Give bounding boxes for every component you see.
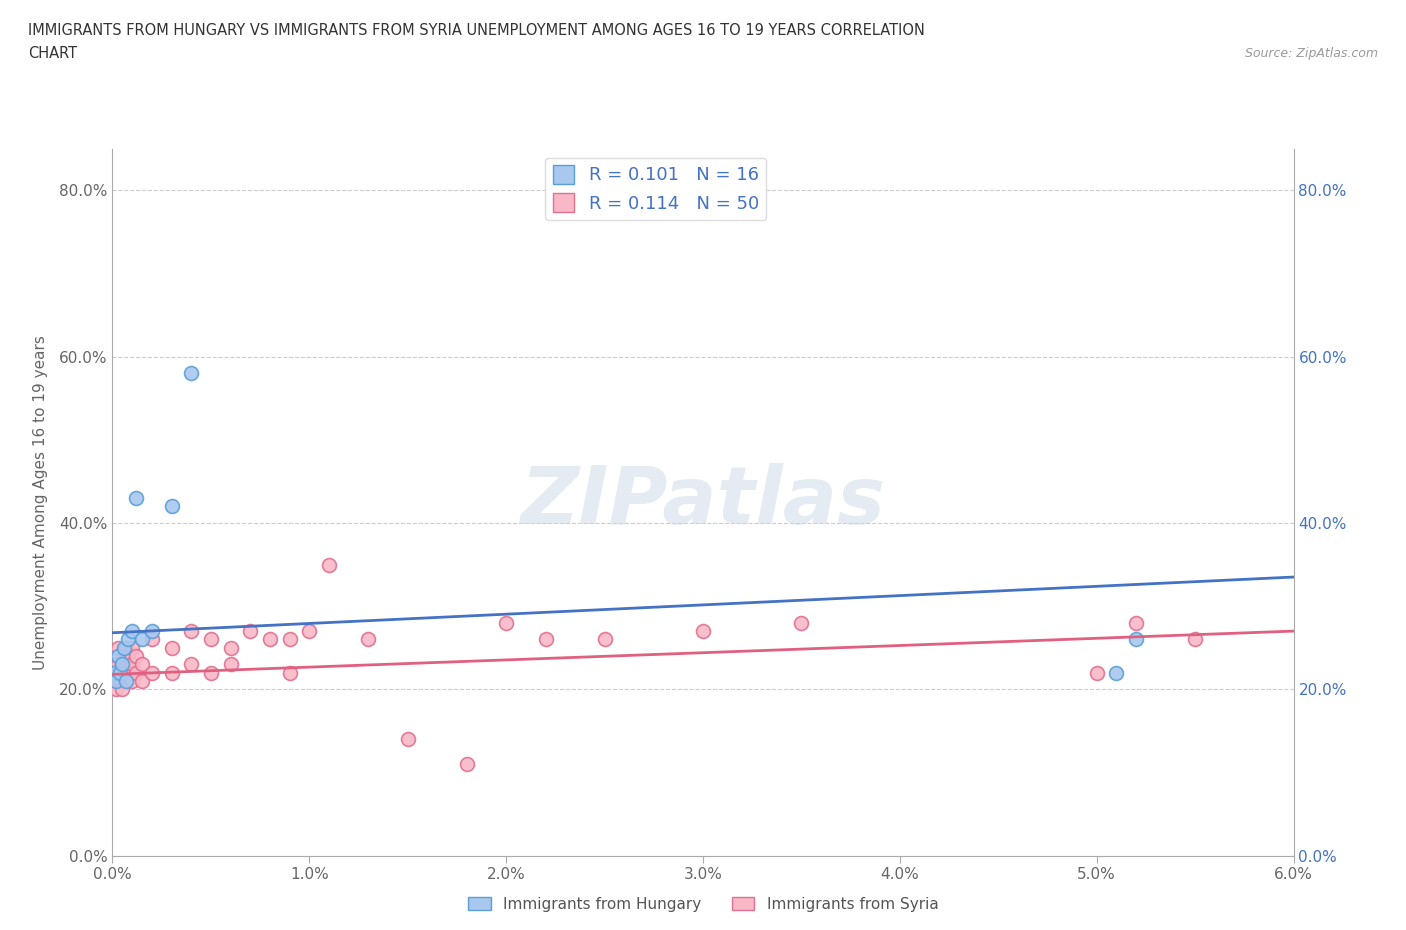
Text: IMMIGRANTS FROM HUNGARY VS IMMIGRANTS FROM SYRIA UNEMPLOYMENT AMONG AGES 16 TO 1: IMMIGRANTS FROM HUNGARY VS IMMIGRANTS FR… [28, 23, 925, 38]
Point [131, 632, 153, 647]
Point [107, 657, 129, 671]
Point [456, 757, 478, 772]
Point [115, 673, 138, 688]
Point [125, 665, 148, 680]
Point [105, 665, 128, 680]
Point [160, 640, 183, 655]
Point [115, 657, 138, 671]
Point [180, 365, 202, 380]
Point [357, 632, 380, 647]
Point [160, 665, 183, 680]
Point [111, 657, 134, 671]
Point [180, 624, 202, 639]
Point [105, 682, 128, 697]
Point [121, 673, 143, 688]
Point [105, 673, 128, 688]
Point [278, 632, 301, 647]
Point [107, 648, 129, 663]
Point [1184, 632, 1206, 647]
Point [112, 665, 135, 680]
Point [200, 632, 222, 647]
Point [396, 732, 419, 747]
Point [495, 616, 517, 631]
Point [107, 640, 129, 655]
Point [117, 665, 139, 680]
Point [298, 624, 321, 639]
Text: ZIPatlas: ZIPatlas [520, 463, 886, 541]
Y-axis label: Unemployment Among Ages 16 to 19 years: Unemployment Among Ages 16 to 19 years [32, 335, 48, 670]
Legend: Immigrants from Hungary, Immigrants from Syria: Immigrants from Hungary, Immigrants from… [461, 890, 945, 918]
Point [117, 632, 139, 647]
Legend: R = 0.101   N = 16, R = 0.114   N = 50: R = 0.101 N = 16, R = 0.114 N = 50 [546, 158, 766, 220]
Point [534, 632, 557, 647]
Point [278, 665, 301, 680]
Point [692, 624, 714, 639]
Point [121, 624, 143, 639]
Point [141, 624, 163, 639]
Point [141, 632, 163, 647]
Point [200, 665, 222, 680]
Point [115, 640, 138, 655]
Point [180, 657, 202, 671]
Point [160, 498, 183, 513]
Point [219, 640, 242, 655]
Point [103, 673, 125, 688]
Point [117, 648, 139, 663]
Point [1085, 665, 1108, 680]
Point [131, 673, 153, 688]
Point [593, 632, 616, 647]
Point [103, 665, 125, 680]
Point [103, 657, 125, 671]
Point [1105, 665, 1128, 680]
Point [121, 640, 143, 655]
Point [110, 665, 132, 680]
Text: CHART: CHART [28, 46, 77, 61]
Point [790, 616, 813, 631]
Point [112, 640, 135, 655]
Point [125, 491, 148, 506]
Point [112, 648, 135, 663]
Point [121, 657, 143, 671]
Point [141, 665, 163, 680]
Text: Source: ZipAtlas.com: Source: ZipAtlas.com [1244, 46, 1378, 60]
Point [259, 632, 281, 647]
Point [110, 665, 132, 680]
Point [239, 624, 262, 639]
Point [111, 657, 134, 671]
Point [131, 657, 153, 671]
Point [125, 648, 148, 663]
Point [318, 557, 340, 572]
Point [1125, 632, 1147, 647]
Point [110, 673, 132, 688]
Point [219, 657, 242, 671]
Point [1125, 616, 1147, 631]
Point [111, 682, 134, 697]
